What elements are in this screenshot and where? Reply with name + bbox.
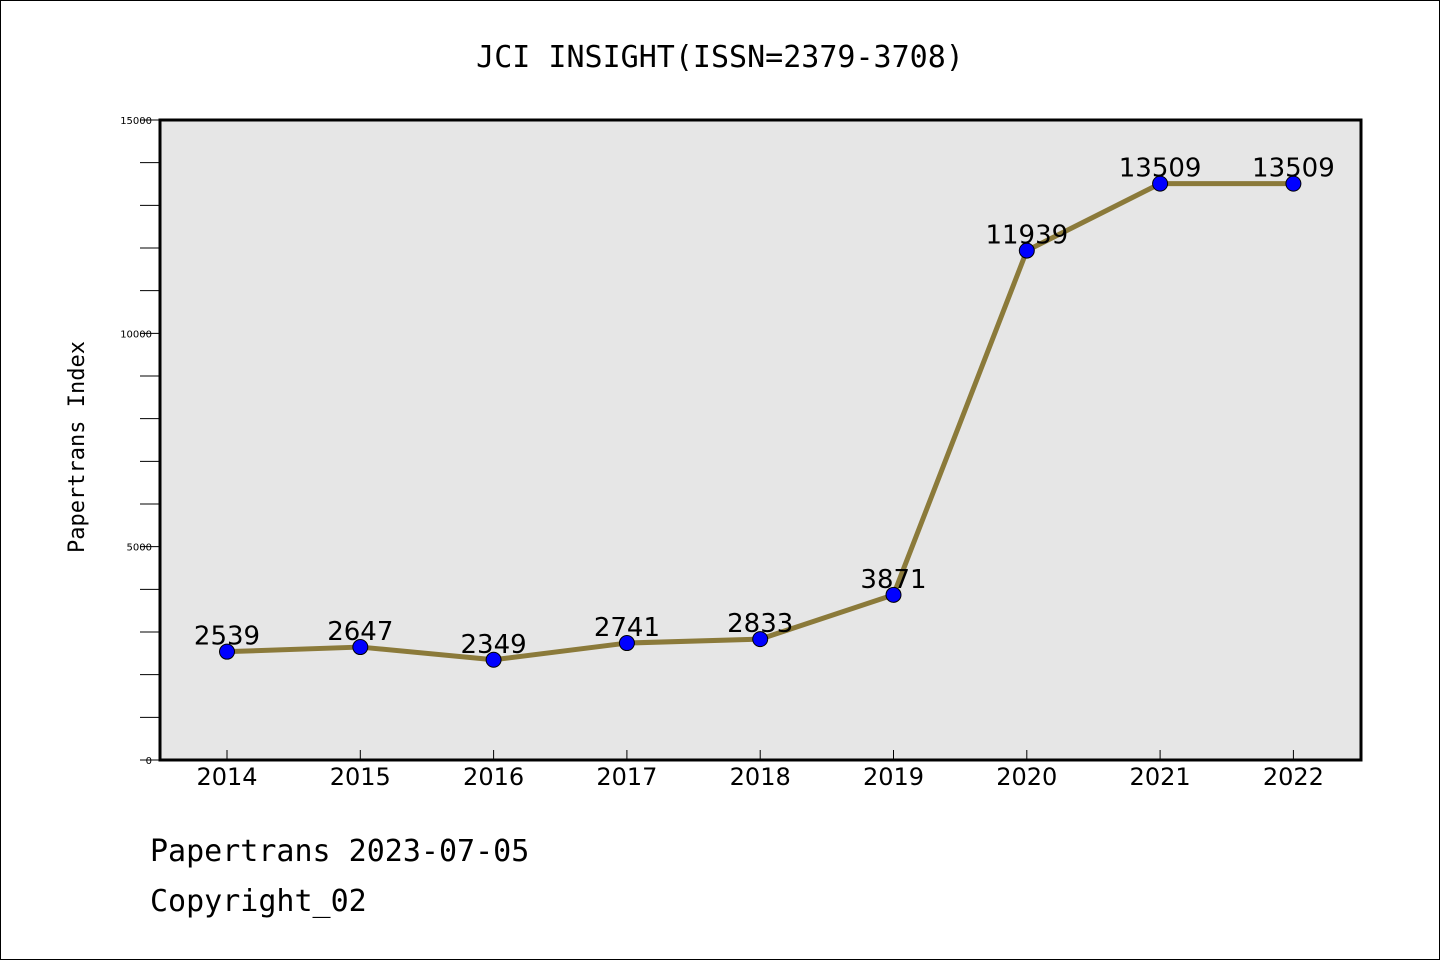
y-tick-label: 15000: [120, 116, 152, 127]
data-label: 2647: [327, 617, 393, 647]
data-point: [618, 635, 635, 652]
data-point: [219, 643, 235, 660]
data-label: 13509: [1119, 154, 1202, 184]
data-label: 11939: [985, 221, 1068, 251]
x-tick-label: 2016: [463, 763, 524, 791]
y-axis-label: Papertrans Index: [65, 341, 90, 553]
chart-title: JCI INSIGHT(ISSN=2379-3708): [476, 40, 964, 75]
data-point: [885, 586, 902, 603]
plot-area: [158, 118, 1363, 762]
data-label: 2833: [727, 609, 793, 639]
data-label: 2349: [461, 630, 527, 660]
data-point: [752, 631, 769, 648]
series-layer: [219, 175, 1302, 668]
x-tick-label: 2015: [330, 763, 391, 791]
data-label: 3871: [860, 565, 926, 595]
footer-date: Papertrans 2023-07-05: [150, 834, 530, 869]
data-labels: 2539 2647 2349 2741 2833 3871 11939 13509 13509: [194, 154, 1335, 660]
data-label: 2741: [594, 613, 660, 643]
y-axis: 0 5000 10000 15000: [120, 116, 160, 767]
footer-copyright: Copyright_02: [150, 884, 367, 919]
x-tick-label: 2017: [596, 763, 657, 791]
data-label: 2539: [194, 622, 260, 652]
y-tick-label: 5000: [127, 543, 152, 554]
data-point: [352, 639, 369, 656]
data-point: [485, 651, 502, 668]
y-tick-label: 0: [146, 756, 152, 767]
x-tick-label: 2021: [1130, 763, 1191, 791]
x-tick-label: 2019: [863, 763, 924, 791]
data-label: 13509: [1252, 154, 1335, 184]
data-point: [1285, 175, 1302, 192]
x-tick-label: 2018: [730, 763, 791, 791]
x-axis: 2014 2015 2016 2017 2018 2019 2020 2021 2022: [196, 750, 1324, 791]
y-tick-label: 10000: [120, 329, 152, 340]
x-tick-label: 2014: [196, 763, 257, 791]
data-point: [1152, 175, 1169, 192]
x-tick-label: 2022: [1263, 763, 1324, 791]
data-point: [1018, 242, 1035, 259]
x-tick-label: 2020: [996, 763, 1057, 791]
